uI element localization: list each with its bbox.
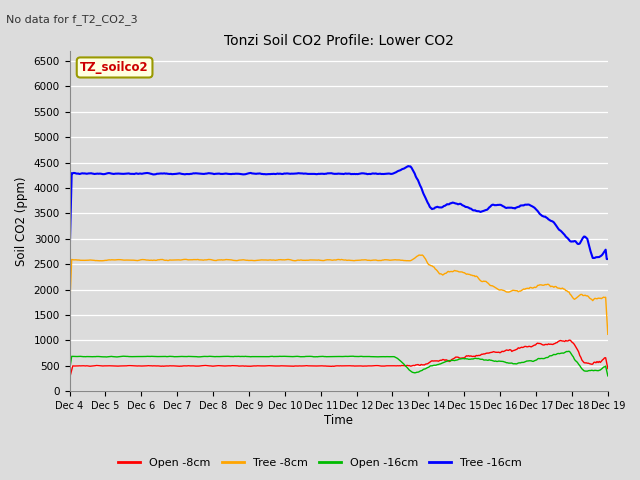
X-axis label: Time: Time <box>324 414 353 427</box>
Y-axis label: Soil CO2 (ppm): Soil CO2 (ppm) <box>15 176 28 265</box>
Legend: Open -8cm, Tree -8cm, Open -16cm, Tree -16cm: Open -8cm, Tree -8cm, Open -16cm, Tree -… <box>113 453 527 472</box>
Text: No data for f_T2_CO2_3: No data for f_T2_CO2_3 <box>6 14 138 25</box>
Title: Tonzi Soil CO2 Profile: Lower CO2: Tonzi Soil CO2 Profile: Lower CO2 <box>224 34 454 48</box>
Text: TZ_soilco2: TZ_soilco2 <box>80 61 149 74</box>
